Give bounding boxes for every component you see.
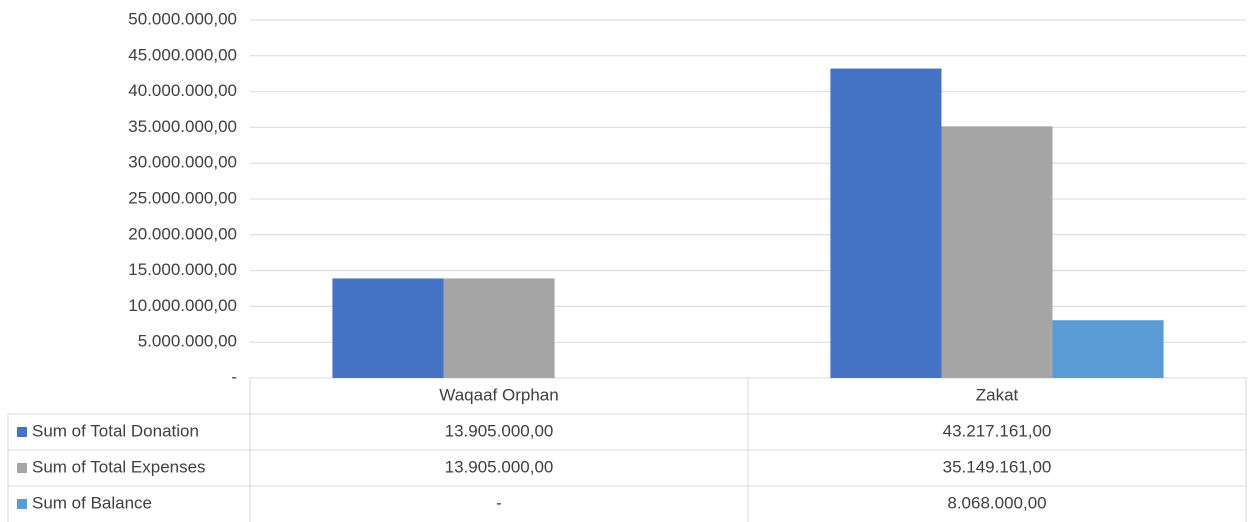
y-tick-label: 15.000.000,00: [128, 260, 237, 279]
table-value: 8.068.000,00: [947, 493, 1046, 512]
bar: [1052, 320, 1164, 378]
y-tick-label: 20.000.000,00: [128, 224, 237, 243]
table-value: 43.217.161,00: [943, 421, 1052, 440]
bar: [443, 278, 555, 378]
bar: [332, 278, 444, 378]
x-tick-label: Zakat: [976, 385, 1019, 404]
table-value: 35.149.161,00: [943, 457, 1052, 476]
x-tick-label: Waqaaf Orphan: [439, 385, 558, 404]
bar: [830, 68, 942, 378]
y-tick-label: 25.000.000,00: [128, 188, 237, 207]
table-value: -: [496, 493, 502, 512]
legend-label: Sum of Total Expenses: [32, 457, 206, 476]
table-value: 13.905.000,00: [445, 457, 554, 476]
y-tick-label: 35.000.000,00: [128, 117, 237, 136]
legend-label: Sum of Balance: [32, 493, 152, 512]
legend-swatch: [17, 427, 27, 437]
table-value: 13.905.000,00: [445, 421, 554, 440]
y-tick-label: 50.000.000,00: [128, 9, 237, 28]
bar: [941, 126, 1053, 379]
legend-swatch: [17, 499, 27, 509]
legend-swatch: [17, 463, 27, 473]
y-tick-label: 5.000.000,00: [138, 332, 237, 351]
y-tick-label: 10.000.000,00: [128, 296, 237, 315]
y-tick-label: 30.000.000,00: [128, 153, 237, 172]
legend-label: Sum of Total Donation: [32, 421, 199, 440]
y-tick-label: 45.000.000,00: [128, 45, 237, 64]
y-tick-label: -: [231, 367, 237, 386]
y-tick-label: 40.000.000,00: [128, 81, 237, 100]
